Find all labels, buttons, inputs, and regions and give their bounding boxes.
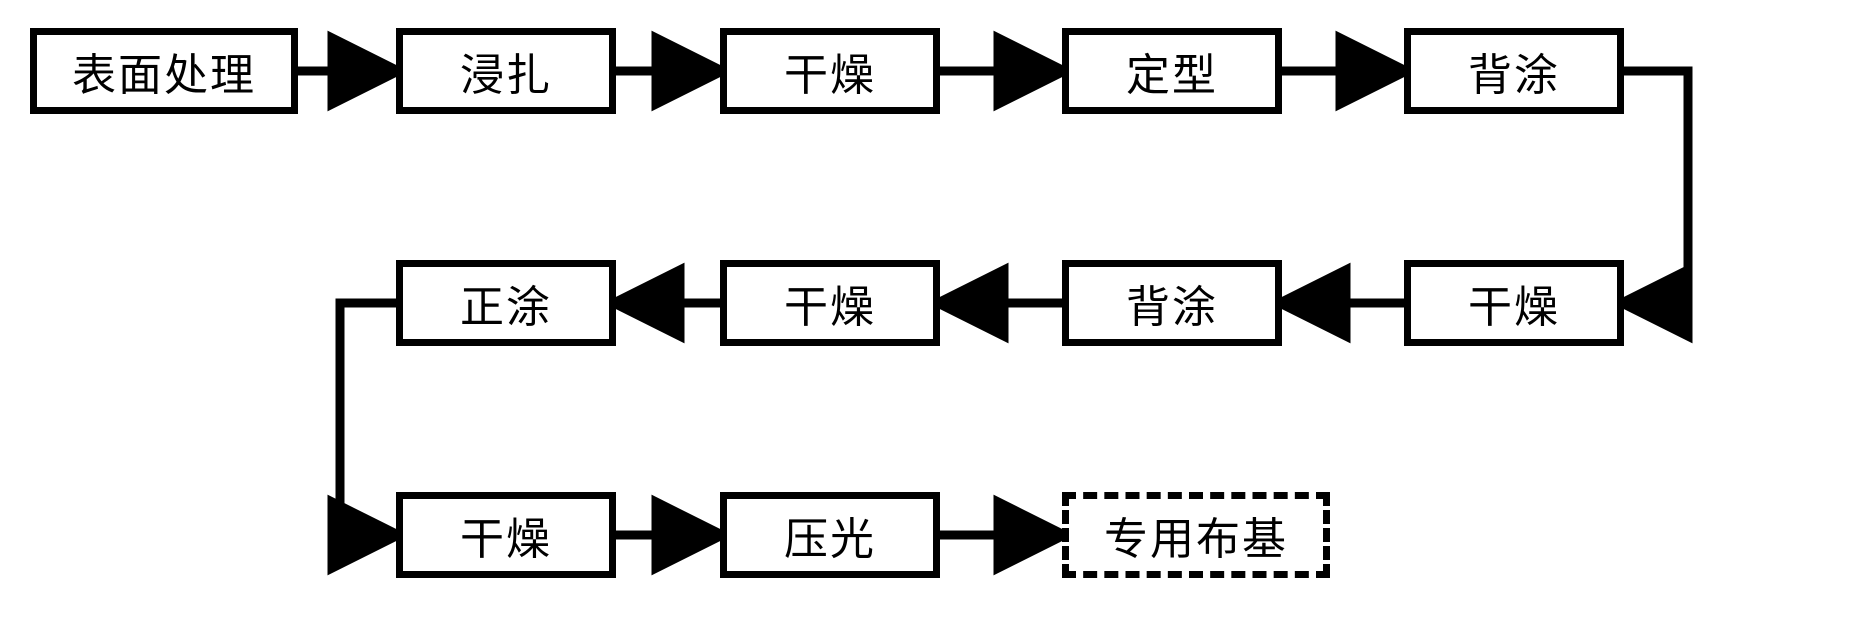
flow-node-n6: 干燥 xyxy=(1404,260,1624,346)
flow-node-n10: 干燥 xyxy=(396,492,616,578)
flow-node-label: 定型 xyxy=(1126,39,1218,103)
flow-node-label: 背涂 xyxy=(1468,39,1560,103)
flow-node-label: 正涂 xyxy=(460,271,552,335)
flow-node-n12: 专用布基 xyxy=(1062,492,1330,578)
flow-node-n5: 背涂 xyxy=(1404,28,1624,114)
flow-node-label: 干燥 xyxy=(1468,271,1560,335)
flow-node-n11: 压光 xyxy=(720,492,940,578)
flow-node-label: 干燥 xyxy=(784,39,876,103)
flowchart-canvas: 表面处理浸扎干燥定型背涂干燥背涂干燥正涂干燥压光专用布基 xyxy=(0,0,1869,618)
flow-node-n1: 表面处理 xyxy=(30,28,298,114)
flow-node-n3: 干燥 xyxy=(720,28,940,114)
flow-edge-n9-n10 xyxy=(340,303,396,535)
flow-node-label: 表面处理 xyxy=(72,39,256,103)
flow-node-label: 干燥 xyxy=(784,271,876,335)
flow-node-n4: 定型 xyxy=(1062,28,1282,114)
flow-node-label: 干燥 xyxy=(460,503,552,567)
flow-node-n8: 干燥 xyxy=(720,260,940,346)
flow-node-label: 浸扎 xyxy=(460,39,552,103)
flow-node-label: 背涂 xyxy=(1126,271,1218,335)
flow-node-n9: 正涂 xyxy=(396,260,616,346)
flow-node-n7: 背涂 xyxy=(1062,260,1282,346)
flow-node-label: 专用布基 xyxy=(1104,503,1288,567)
flow-edge-n5-n6 xyxy=(1624,71,1688,303)
flow-node-n2: 浸扎 xyxy=(396,28,616,114)
flow-node-label: 压光 xyxy=(784,503,876,567)
